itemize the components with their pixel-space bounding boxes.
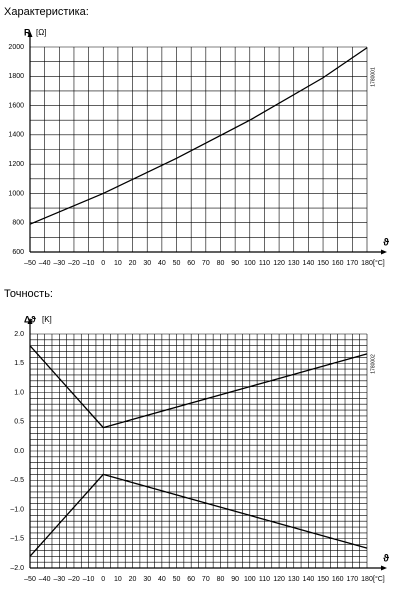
x-tick-label: 160 (332, 260, 344, 267)
x-tick-label: 100 (244, 576, 256, 583)
x-tick-label: –50 (24, 260, 36, 267)
x-tick-label: 0 (101, 260, 105, 267)
x-tick-label: 90 (231, 576, 239, 583)
x-tick-label: 130 (288, 260, 300, 267)
x-tick-label: 60 (187, 576, 195, 583)
x-tick-label: 30 (143, 576, 151, 583)
x-tick-label: 40 (158, 260, 166, 267)
y-tick-label: –1.5 (10, 536, 24, 543)
x-axis-arrow (381, 249, 387, 255)
x-tick-label: 40 (158, 576, 166, 583)
x-tick-label: 0 (101, 576, 105, 583)
x-tick-label: 140 (303, 576, 315, 583)
x-tick-label: 10 (114, 576, 122, 583)
x-tick-label: 30 (143, 260, 151, 267)
line (29, 345, 368, 429)
chart-title: Точность: (4, 288, 53, 300)
y-tick-label: 800 (12, 220, 24, 227)
y-tick-label: 0.0 (14, 448, 24, 455)
y-tick-label: 1.0 (14, 389, 24, 396)
x-tick-label: 100 (244, 260, 256, 267)
x-tick-label: 70 (202, 576, 210, 583)
x-tick-label: 140 (303, 260, 315, 267)
x-tick-label: 50 (173, 260, 181, 267)
x-tick-label: –50 (24, 576, 36, 583)
y-axis-unit: [Ω] (36, 28, 46, 37)
y-tick-label: –1.0 (10, 506, 24, 513)
x-tick-label: 80 (217, 576, 225, 583)
x-tick-label: 130 (288, 576, 300, 583)
x-tick-label: 60 (187, 260, 195, 267)
x-tick-label: 120 (273, 576, 285, 583)
x-tick-label: –20 (68, 260, 80, 267)
x-tick-label: 80 (217, 260, 225, 267)
x-tick-label: –40 (39, 576, 51, 583)
y-tick-label: 1.5 (14, 360, 24, 367)
x-tick-label: 70 (202, 260, 210, 267)
x-tick-label: –10 (83, 260, 95, 267)
y-axis-arrow (27, 31, 33, 37)
x-tick-label: 120 (273, 260, 285, 267)
x-tick-label: 20 (129, 576, 137, 583)
y-tick-label: –0.5 (10, 477, 24, 484)
x-tick-label: –40 (39, 260, 51, 267)
y-axis-label: Δϑ (24, 314, 36, 324)
x-axis-unit: [°C] (373, 575, 385, 583)
line (29, 47, 368, 225)
y-tick-label: 1600 (8, 102, 24, 109)
y-tick-label: 1400 (8, 132, 24, 139)
x-tick-label: 10 (114, 260, 122, 267)
x-tick-label: 90 (231, 260, 239, 267)
line (29, 473, 368, 557)
x-tick-label: 20 (129, 260, 137, 267)
x-axis-label: ϑ (383, 238, 389, 249)
y-tick-label: 600 (12, 249, 24, 256)
x-tick-label: –20 (68, 576, 80, 583)
x-axis-arrow (381, 565, 387, 571)
x-tick-label: 50 (173, 576, 181, 583)
y-tick-label: 2000 (8, 44, 24, 51)
x-tick-label: 150 (317, 576, 329, 583)
y-tick-label: 2.0 (14, 331, 24, 338)
x-tick-label: –10 (83, 576, 95, 583)
y-axis-unit: [K] (42, 315, 52, 324)
y-tick-label: 1200 (8, 161, 24, 168)
x-tick-label: 180 (361, 576, 373, 583)
x-tick-label: 110 (259, 576, 270, 583)
x-tick-label: 160 (332, 576, 344, 583)
x-axis-unit: [°C] (373, 259, 385, 267)
x-tick-label: 170 (347, 576, 359, 583)
y-tick-label: 1800 (8, 73, 24, 80)
y-tick-label: 1000 (8, 190, 24, 197)
x-tick-label: 110 (259, 260, 270, 267)
y-tick-label: 0.5 (14, 419, 24, 426)
x-axis-label: ϑ (383, 554, 389, 565)
x-tick-label: 180 (361, 260, 373, 267)
y-axis-label: R (24, 27, 31, 37)
y-axis-arrow (27, 318, 33, 324)
x-tick-label: 170 (347, 260, 359, 267)
x-tick-label: –30 (53, 260, 65, 267)
x-tick-label: 150 (317, 260, 329, 267)
x-tick-label: –30 (53, 576, 65, 583)
y-tick-label: –2.0 (10, 565, 24, 572)
figure-code: 1780002 (370, 354, 376, 374)
chart-title: Характеристика: (4, 6, 89, 18)
figure-code: 1780001 (370, 67, 376, 87)
